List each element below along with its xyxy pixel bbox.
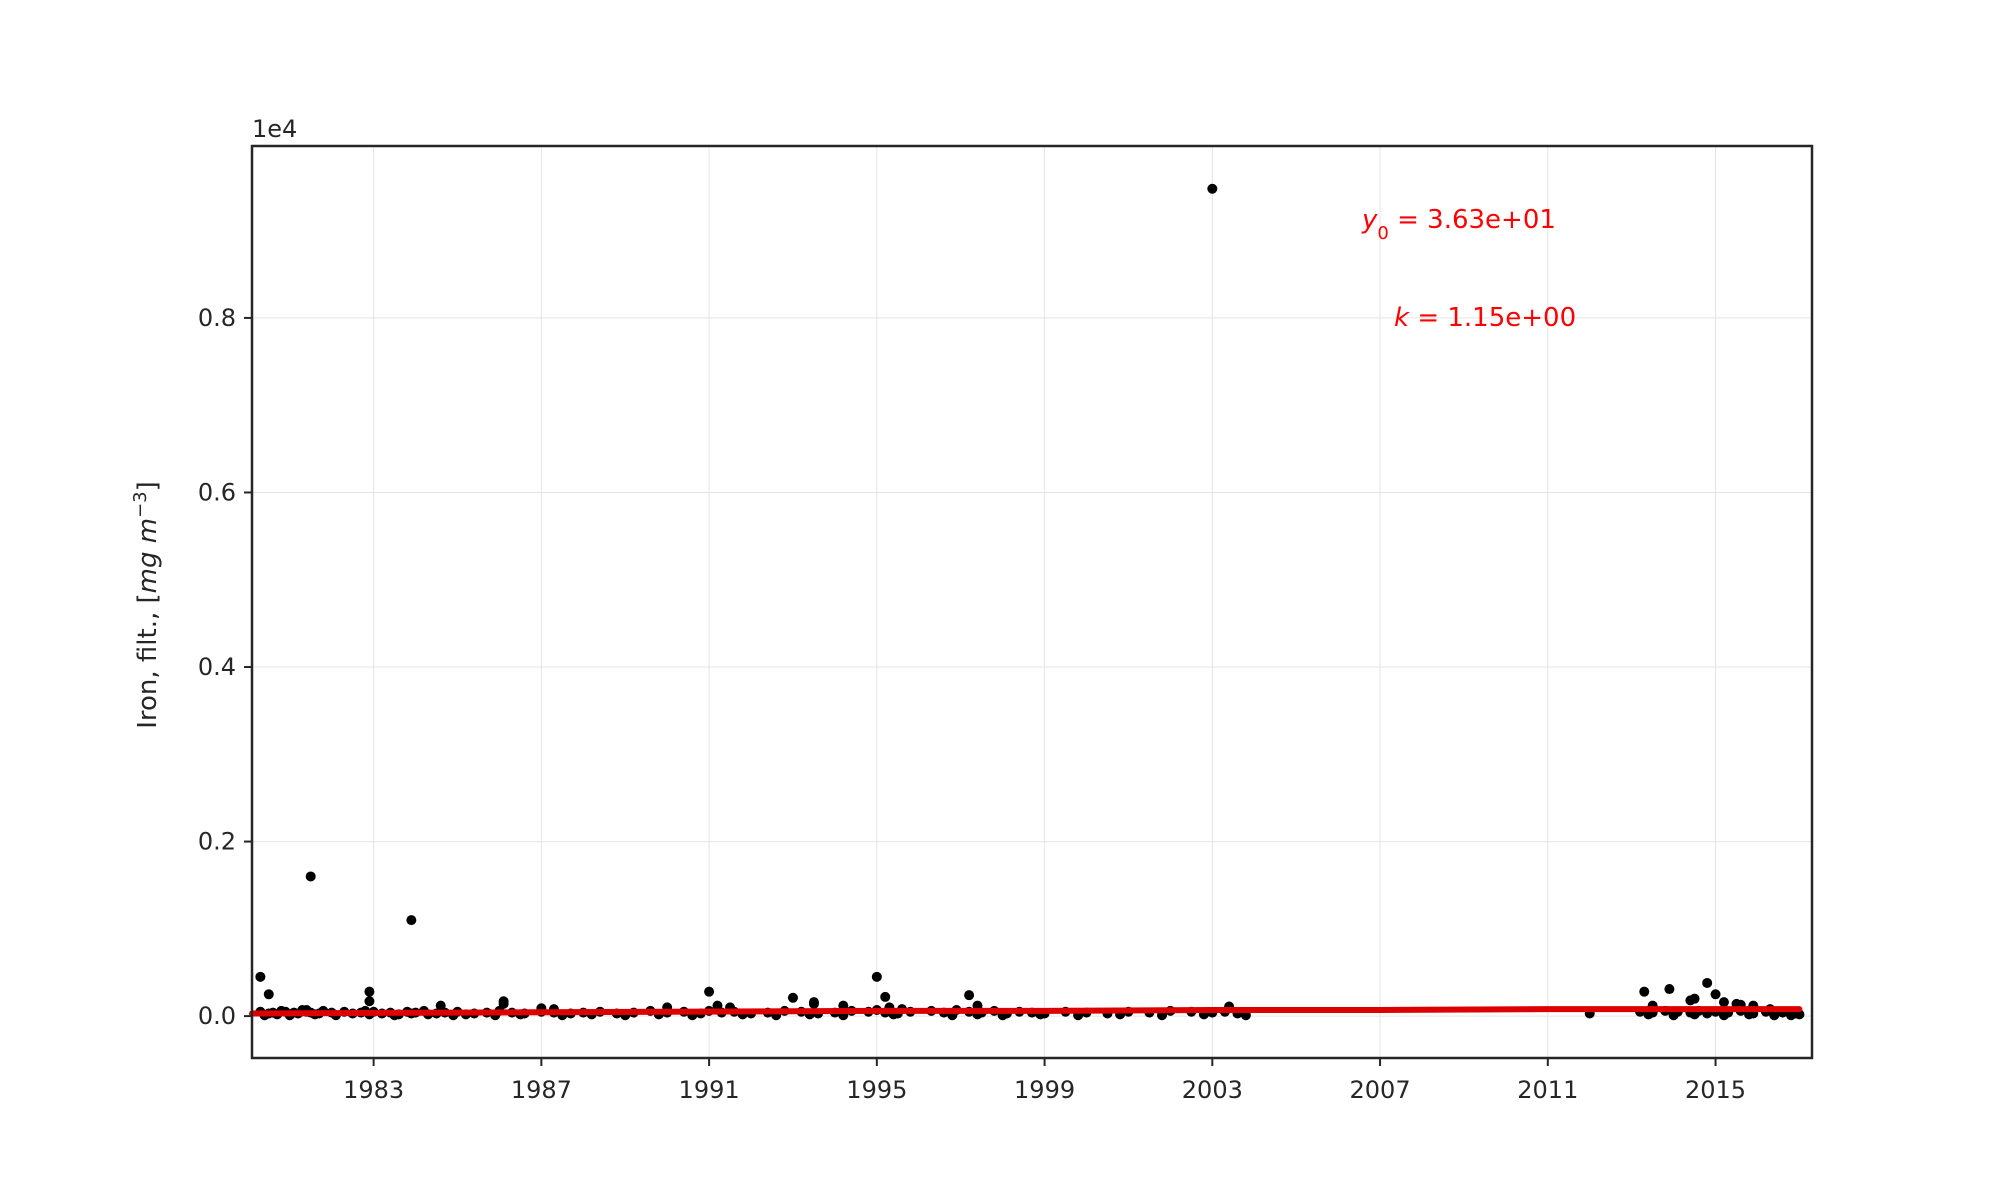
data-point <box>712 1000 723 1011</box>
data-point <box>964 990 975 1001</box>
x-tick-label: 2007 <box>1350 1076 1411 1104</box>
data-point <box>1639 986 1650 997</box>
x-tick-label: 1995 <box>846 1076 907 1104</box>
x-tick-label: 2011 <box>1517 1076 1578 1104</box>
data-point <box>364 996 375 1007</box>
annotation-k: k = 1.15e+00 <box>1394 303 1576 333</box>
y-scale-note: 1e4 <box>252 115 297 143</box>
x-tick-label: 1999 <box>1014 1076 1075 1104</box>
annotation-y0: y0 = 3.63e+01 <box>1361 205 1556 244</box>
y-tick-label: 0.6 <box>198 478 236 506</box>
data-point <box>1718 997 1729 1008</box>
data-point <box>787 992 798 1003</box>
y-axis: 0.0 0.2 0.4 0.6 0.8 <box>198 304 252 1030</box>
data-point <box>880 991 891 1002</box>
data-point <box>808 998 819 1009</box>
data-point <box>406 915 417 926</box>
data-point <box>263 989 274 1000</box>
trend-path <box>249 1006 1803 1017</box>
x-axis: 1983 1987 1991 1995 1999 2003 2007 2011 2015 <box>343 1058 1746 1104</box>
y-tick-label: 0.2 <box>198 828 236 856</box>
data-point <box>1702 977 1713 988</box>
data-point <box>305 871 316 882</box>
x-tick-label: 2015 <box>1685 1076 1746 1104</box>
data-point <box>364 986 375 997</box>
data-point <box>1718 1010 1729 1021</box>
data-point <box>1786 1010 1797 1021</box>
plot-frame <box>250 144 1814 1060</box>
y-tick-label: 0.8 <box>198 304 236 332</box>
grid <box>252 146 1812 1058</box>
y-tick-label: 0.4 <box>198 653 236 681</box>
data-point <box>1710 989 1721 1000</box>
data-point <box>1664 984 1675 995</box>
x-tick-label: 1991 <box>679 1076 740 1104</box>
trend-line <box>249 1006 1803 1017</box>
data-point <box>704 986 715 997</box>
x-tick-label: 1983 <box>343 1076 404 1104</box>
data-point <box>871 971 882 982</box>
data-point <box>498 998 509 1009</box>
x-tick-label: 2003 <box>1182 1076 1243 1104</box>
data-point <box>1689 993 1700 1004</box>
y-axis-label: Iron, filt., [mg m−3] <box>130 481 164 729</box>
data-point <box>1207 183 1218 194</box>
data-point <box>255 971 266 982</box>
data-point <box>1668 1010 1679 1021</box>
x-tick-label: 1987 <box>511 1076 572 1104</box>
y-tick-label: 0.0 <box>198 1002 236 1030</box>
data-point <box>435 1000 446 1011</box>
